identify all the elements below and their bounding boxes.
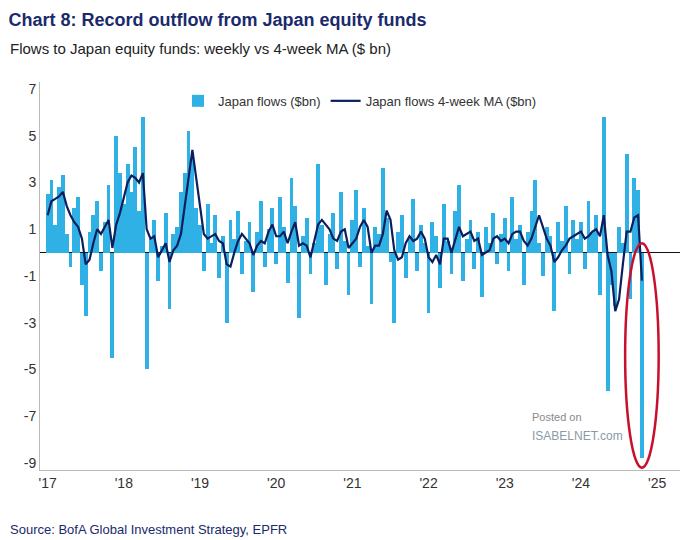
svg-text:'18: '18 bbox=[115, 475, 133, 491]
svg-text:'22: '22 bbox=[419, 475, 437, 491]
svg-text:-1: -1 bbox=[24, 268, 37, 284]
svg-text:'24: '24 bbox=[572, 475, 590, 491]
svg-text:-9: -9 bbox=[24, 455, 37, 471]
svg-text:-5: -5 bbox=[24, 361, 37, 377]
svg-text:-3: -3 bbox=[24, 315, 37, 331]
svg-text:1: 1 bbox=[28, 221, 36, 237]
svg-text:'25: '25 bbox=[648, 475, 666, 491]
svg-text:'23: '23 bbox=[496, 475, 514, 491]
svg-text:7: 7 bbox=[28, 81, 36, 97]
svg-text:'20: '20 bbox=[267, 475, 285, 491]
svg-text:3: 3 bbox=[28, 174, 36, 190]
svg-text:-7: -7 bbox=[24, 408, 37, 424]
svg-text:Chart 8: Record outflow from J: Chart 8: Record outflow from Japan equit… bbox=[8, 10, 426, 30]
svg-text:'19: '19 bbox=[191, 475, 209, 491]
svg-text:Source: BofA Global Investment: Source: BofA Global Investment Strategy,… bbox=[10, 522, 287, 537]
svg-text:Flows to Japan equity funds: w: Flows to Japan equity funds: weekly vs 4… bbox=[10, 40, 391, 57]
svg-text:Japan flows 4-week MA ($bn): Japan flows 4-week MA ($bn) bbox=[366, 94, 537, 109]
svg-text:'21: '21 bbox=[343, 475, 361, 491]
svg-text:Posted on: Posted on bbox=[532, 411, 582, 423]
svg-text:'17: '17 bbox=[38, 475, 56, 491]
svg-text:Japan flows ($bn): Japan flows ($bn) bbox=[218, 94, 321, 109]
svg-text:5: 5 bbox=[28, 128, 36, 144]
svg-text:ISABELNET.com: ISABELNET.com bbox=[532, 429, 623, 443]
